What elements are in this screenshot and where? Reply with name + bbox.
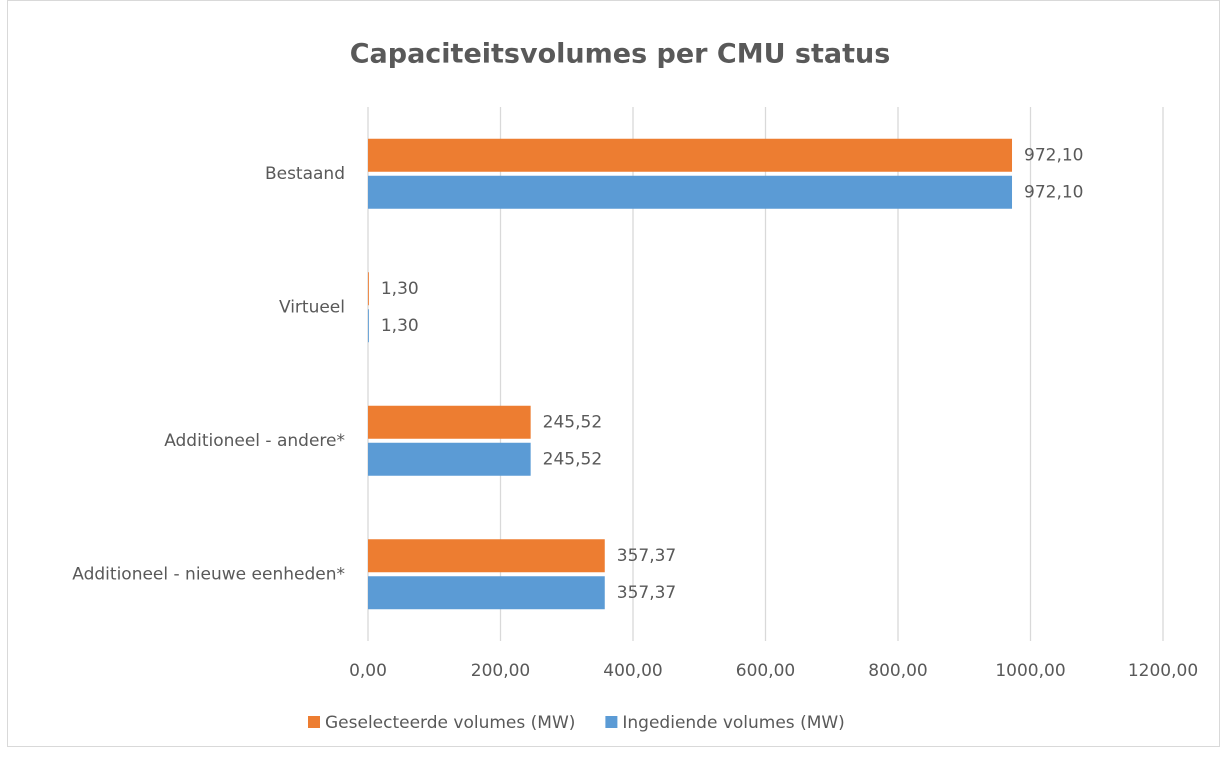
bar xyxy=(368,138,1013,172)
bar xyxy=(368,576,605,610)
bar xyxy=(368,309,369,343)
chart-title: Capaciteitsvolumes per CMU status xyxy=(350,39,891,70)
x-tick-label: 800,00 xyxy=(868,661,927,681)
legend-label: Geselecteerde volumes (MW) xyxy=(325,713,575,733)
x-tick-label: 1000,00 xyxy=(995,661,1065,681)
legend-label: Ingediende volumes (MW) xyxy=(622,713,844,733)
bar xyxy=(368,442,531,476)
legend-swatch xyxy=(605,716,618,728)
x-tick-label: 1200,00 xyxy=(1128,661,1198,681)
value-label: 245,52 xyxy=(543,412,602,432)
y-tick-label: Bestaand xyxy=(265,164,345,184)
bar xyxy=(368,272,369,306)
chart-border xyxy=(7,0,1220,747)
bar xyxy=(368,175,1013,209)
value-label: 972,10 xyxy=(1024,182,1083,202)
value-label: 245,52 xyxy=(543,449,602,469)
x-tick-label: 0,00 xyxy=(349,661,387,681)
bar xyxy=(368,539,605,573)
value-label: 1,30 xyxy=(381,279,419,299)
x-tick-label: 200,00 xyxy=(471,661,530,681)
bar xyxy=(368,405,531,439)
value-label: 972,10 xyxy=(1024,145,1083,165)
y-tick-label: Additioneel - nieuwe eenheden* xyxy=(72,564,345,584)
y-tick-label: Virtueel xyxy=(279,297,345,317)
y-tick-label: Additioneel - andere* xyxy=(164,431,345,451)
value-label: 1,30 xyxy=(381,316,419,336)
x-tick-label: 600,00 xyxy=(736,661,795,681)
value-label: 357,37 xyxy=(617,546,676,566)
value-label: 357,37 xyxy=(617,583,676,603)
legend-swatch xyxy=(308,716,320,728)
x-tick-label: 400,00 xyxy=(603,661,662,681)
